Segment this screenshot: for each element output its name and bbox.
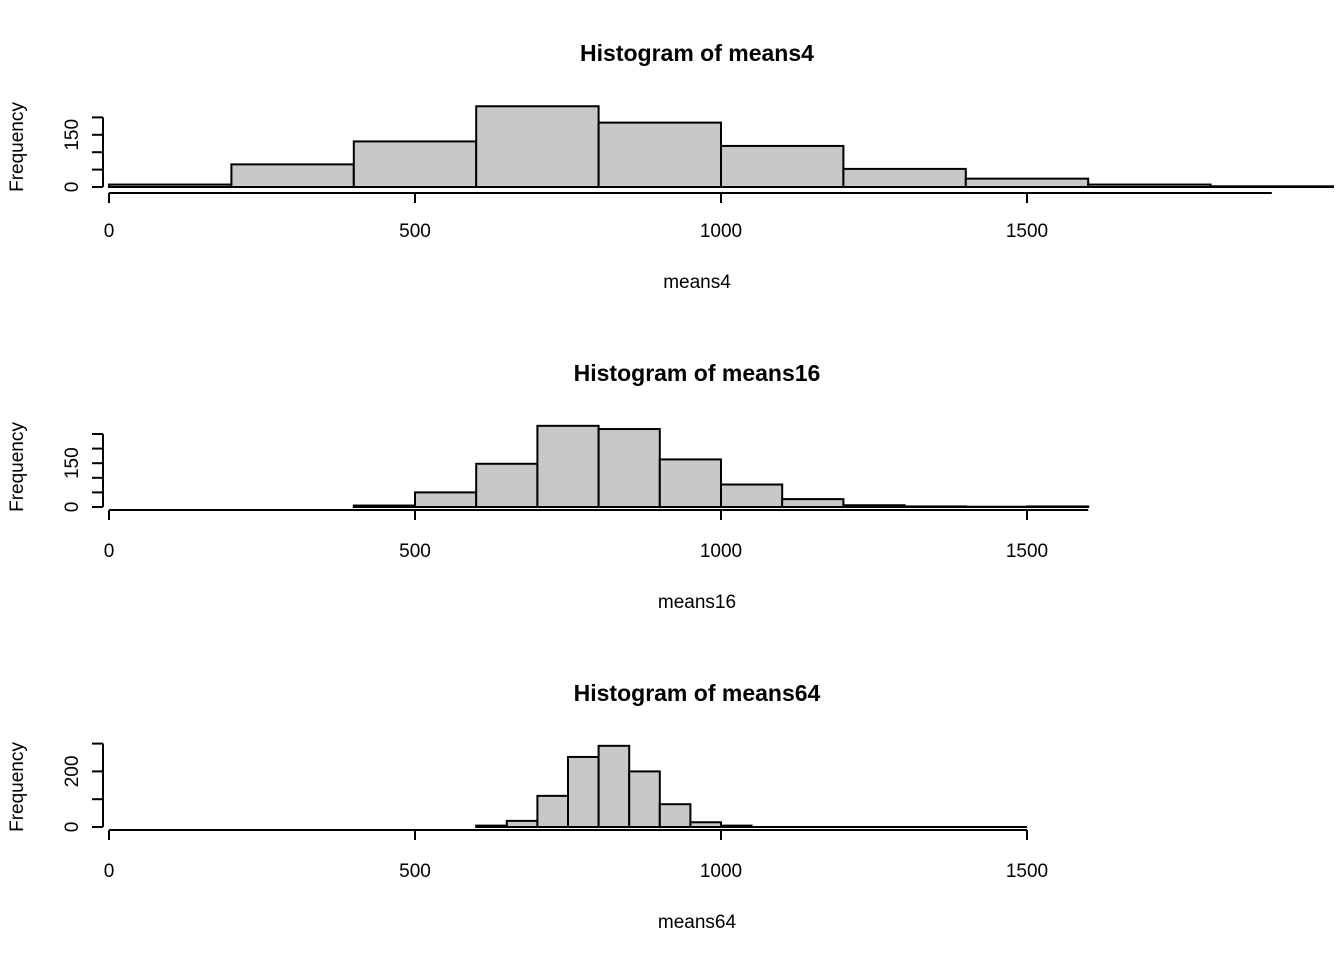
chart-1-bar <box>352 140 478 189</box>
chart-2-bar <box>781 498 845 508</box>
chart-2-x-tick-label: 1000 <box>700 541 742 562</box>
chart-3-bar <box>536 794 570 829</box>
chart-3-y-label: Frequency <box>7 742 28 832</box>
chart-3-x-tick-label: 500 <box>399 861 431 882</box>
chart-1-bar <box>842 167 967 189</box>
chart-3-title: Histogram of means64 <box>574 680 821 706</box>
chart-1-y-tick-label: 0 <box>62 182 83 193</box>
chart-2-x-tick-label: 500 <box>399 541 431 562</box>
chart-3-x-tick-label: 1500 <box>1006 861 1048 882</box>
chart-1-title: Histogram of means4 <box>580 40 814 66</box>
chart-2-bar <box>414 491 478 508</box>
chart-1-x-tick-label: 1000 <box>700 221 742 242</box>
chart-1-bar <box>964 177 1090 188</box>
chart-3-bar <box>597 744 631 828</box>
chart-1-x-tick-label: 1500 <box>1006 221 1048 242</box>
chart-2-x-tick-label: 1500 <box>1006 541 1048 562</box>
chart-2-x-label: means16 <box>658 592 736 613</box>
chart-3-bar <box>567 755 600 828</box>
chart-2-bar <box>720 483 784 508</box>
chart-3-x-label: means64 <box>658 912 737 933</box>
chart-1-y-label: Frequency <box>7 102 28 192</box>
chart-1-x-tick-label: 500 <box>399 221 431 242</box>
chart-1-y-tick-label: 150 <box>62 119 83 151</box>
chart-1-x-tick-label: 0 <box>104 221 115 242</box>
chart-2-y-tick-label: 0 <box>62 502 83 513</box>
chart-1-bar <box>597 121 722 188</box>
chart-2-title: Histogram of means16 <box>574 360 821 386</box>
chart-2-bar <box>597 428 661 509</box>
chart-1-bar <box>720 144 845 189</box>
chart-3-bar <box>658 803 692 828</box>
chart-3-y-tick-label: 0 <box>62 822 83 833</box>
chart-2-bar <box>475 462 539 508</box>
chart-3-x-tick-label: 0 <box>104 861 115 882</box>
chart-1-bar <box>475 105 600 188</box>
chart-2-y-label: Frequency <box>7 422 28 512</box>
chart-2-bar <box>658 458 722 508</box>
chart-1-bar <box>230 163 355 189</box>
chart-1-x-label: means4 <box>663 272 731 293</box>
chart-2-bar <box>536 424 600 509</box>
chart-2-y-tick-label: 150 <box>62 447 83 479</box>
chart-3-bar <box>628 770 661 829</box>
chart-3-y-tick-label: 200 <box>62 756 83 788</box>
chart-2-x-tick-label: 0 <box>104 541 115 562</box>
chart-3-x-tick-label: 1000 <box>700 861 742 882</box>
